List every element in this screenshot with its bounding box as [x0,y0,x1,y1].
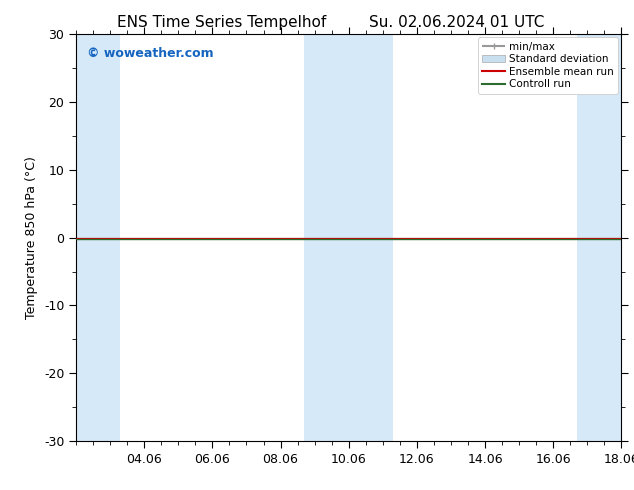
Bar [304,34,393,441]
Legend: min/max, Standard deviation, Ensemble mean run, Controll run: min/max, Standard deviation, Ensemble me… [478,37,618,94]
Text: ENS Time Series Tempelhof: ENS Time Series Tempelhof [117,15,327,30]
Bar [577,34,621,441]
Text: Su. 02.06.2024 01 UTC: Su. 02.06.2024 01 UTC [369,15,544,30]
Text: © woweather.com: © woweather.com [87,47,214,59]
Y-axis label: Temperature 850 hPa (°C): Temperature 850 hPa (°C) [25,156,38,319]
Bar [76,34,120,441]
